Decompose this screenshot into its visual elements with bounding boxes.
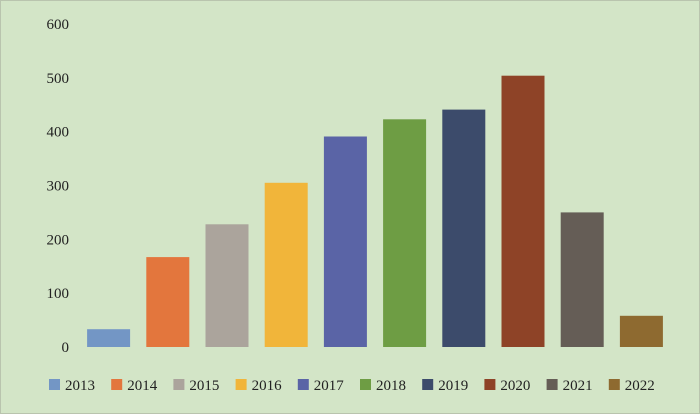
bars bbox=[87, 75, 663, 347]
legend-label-2017: 2017 bbox=[314, 378, 345, 394]
bar-2017 bbox=[323, 136, 367, 347]
legend-swatch-2014 bbox=[111, 379, 123, 390]
legend-label-2013: 2013 bbox=[65, 378, 95, 394]
legend-swatch-2017 bbox=[297, 379, 309, 390]
legend-swatch-2022 bbox=[608, 379, 620, 390]
legend-swatch-2019 bbox=[422, 379, 434, 390]
legend-label-2016: 2016 bbox=[252, 378, 283, 394]
bar-2020 bbox=[501, 75, 545, 347]
bar-2019 bbox=[442, 109, 486, 347]
y-tick-label: 100 bbox=[47, 286, 70, 302]
y-tick-label: 300 bbox=[47, 179, 70, 195]
y-tick-label: 0 bbox=[62, 340, 70, 356]
bar-2018 bbox=[383, 119, 427, 347]
y-tick-label: 200 bbox=[47, 232, 70, 248]
bar-2021 bbox=[560, 212, 604, 347]
legend-label-2022: 2022 bbox=[625, 378, 655, 394]
legend-label-2015: 2015 bbox=[189, 378, 219, 394]
y-tick-label: 500 bbox=[47, 71, 70, 87]
legend-swatch-2015 bbox=[173, 379, 185, 390]
bar-2016 bbox=[264, 182, 308, 347]
y-tick-label: 400 bbox=[47, 125, 70, 141]
legend-swatch-2020 bbox=[484, 379, 496, 390]
y-axis: 0 100 200 300 400 500 600 bbox=[47, 17, 70, 356]
y-tick-label: 600 bbox=[47, 17, 70, 33]
legend-label-2019: 2019 bbox=[438, 378, 468, 394]
legend-label-2020: 2020 bbox=[500, 378, 530, 394]
legend: 2013 2014 2015 2016 2017 2018 2019 2020 2021 2022 bbox=[49, 378, 655, 394]
legend-swatch-2021 bbox=[546, 379, 558, 390]
legend-label-2014: 2014 bbox=[127, 378, 158, 394]
legend-label-2018: 2018 bbox=[376, 378, 406, 394]
bar-2022 bbox=[619, 315, 663, 347]
bar-2014 bbox=[146, 257, 190, 347]
bar-2013 bbox=[87, 329, 131, 347]
legend-swatch-2013 bbox=[49, 379, 60, 390]
legend-label-2021: 2021 bbox=[563, 378, 593, 394]
bar-2015 bbox=[205, 224, 249, 347]
legend-swatch-2016 bbox=[235, 379, 247, 390]
legend-swatch-2018 bbox=[360, 379, 371, 390]
